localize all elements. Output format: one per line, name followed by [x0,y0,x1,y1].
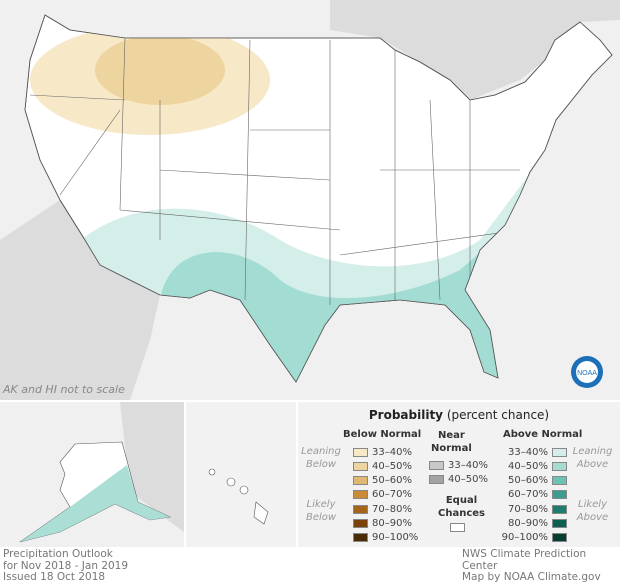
conus-map-svg: NOAA [0,0,620,400]
below-legend-item: 33–40% [353,446,412,458]
color-swatch [552,490,567,500]
leaning-above-label: Leaning Above [572,446,613,470]
color-swatch [429,474,444,484]
color-swatch [552,476,567,486]
leaning-below-label: Leaning Below [301,446,341,470]
color-swatch [552,447,567,457]
hawaii-inset [186,402,296,547]
color-swatch [353,519,368,528]
color-swatch [552,461,567,471]
above-normal-header: Above Normal [503,429,583,440]
above-legend-item: 50–60% [495,475,567,487]
above-legend-item: 80–90% [495,518,567,530]
alaska-inset [0,402,184,547]
legend: Probability (percent chance) Below Norma… [298,402,620,547]
color-swatch [353,476,368,486]
legend-item-label: 60–70% [372,489,412,501]
legend-item-label: 50–60% [372,475,412,487]
color-swatch [353,504,368,514]
equal-chances-swatch [450,523,465,532]
below-legend-item: 70–80% [353,503,412,515]
color-swatch [353,447,368,457]
noaa-logo: NOAA [571,356,603,388]
color-swatch [353,461,368,471]
above-legend-item: 60–70% [495,489,567,501]
legend-title: Probability (percent chance) [368,408,550,422]
legend-item-label: 60–70% [508,489,548,501]
legend-item-label: 33–40% [448,459,488,471]
color-swatch [429,460,444,470]
above-legend-item: 70–80% [495,503,567,515]
legend-item-label: 40–50% [508,460,548,472]
near-legend-item: 40–50% [429,473,488,485]
below-normal-header: Below Normal [343,429,422,440]
legend-item-label: 50–60% [508,475,548,487]
legend-item-label: 70–80% [372,503,412,515]
below-legend-item: 90–100% [353,532,418,544]
above-legend-item: 40–50% [495,460,567,472]
color-swatch [353,490,368,500]
alaska-above-region [20,465,170,542]
legend-item-label: 70–80% [508,503,548,515]
hawaii-islands [208,468,269,525]
legend-item-label: 40–50% [372,460,412,472]
legend-item-label: 80–90% [372,518,412,529]
below-legend-item: 60–70% [353,489,412,501]
color-swatch [552,533,567,543]
legend-item-label: 33–40% [372,446,412,458]
color-swatch [552,504,567,514]
state-borders [29,37,521,305]
map-credit: NWS Climate Prediction Center Map by NOAA… [462,548,601,583]
legend-item-label: 80–90% [508,518,548,529]
near-legend-item: 33–40% [429,459,488,471]
legend-item-label: 40–50% [448,473,488,485]
noaa-logo-text: NOAA [577,370,597,377]
below-legend-item: 80–90% [353,518,412,530]
legend-item-label: 33–40% [508,446,548,458]
likely-below-label: Likely Below [305,499,337,523]
color-swatch [353,533,368,543]
above-legend-item: 33–40% [495,446,567,458]
below-40-50-region [95,35,225,105]
near-normal-header: Near Normal [431,430,472,454]
above-legend-item: 90–100% [495,532,567,544]
likely-above-label: Likely Above [576,499,609,523]
below-legend-item: 40–50% [353,460,412,472]
canada-land [120,402,184,532]
neighbor-land [0,0,620,400]
below-legend-item: 50–60% [353,475,412,487]
legend-item-label: 90–100% [501,532,548,544]
color-swatch [552,519,567,528]
map-title: Precipitation Outlook for Nov 2018 - Jan … [3,548,129,583]
us-map: NOAA AK and HI not to scale [0,0,620,400]
equal-chances-label: Equal Chances [438,495,485,519]
legend-item-label: 90–100% [372,532,419,544]
scale-note: AK and HI not to scale [3,383,125,396]
